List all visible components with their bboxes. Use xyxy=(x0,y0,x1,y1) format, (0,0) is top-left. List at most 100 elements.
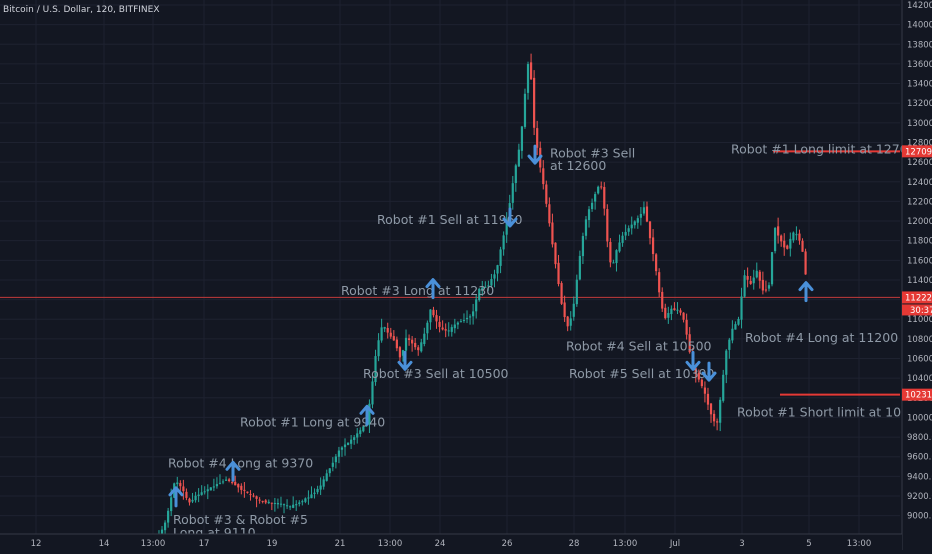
candle-body xyxy=(575,279,578,305)
candle-body xyxy=(536,128,539,148)
candle-body xyxy=(499,249,502,266)
candle-body xyxy=(560,283,563,304)
candle-body xyxy=(218,482,222,484)
candle-137 xyxy=(548,197,551,227)
candle-42 xyxy=(258,497,261,504)
y-tick-label-2: 9200.0 xyxy=(907,492,932,502)
candle-body xyxy=(545,184,548,204)
candle-143 xyxy=(566,315,569,332)
candle-29 xyxy=(218,474,222,485)
candle-body xyxy=(310,494,313,499)
x-tick-label-3: 17 xyxy=(199,539,210,549)
candle-body xyxy=(356,433,359,438)
candle-body xyxy=(170,497,173,512)
candle-53 xyxy=(292,496,295,509)
price-badge-label: 11222.0 xyxy=(905,293,932,303)
candle-38 xyxy=(246,491,249,494)
candle-80 xyxy=(374,349,377,386)
candle-102 xyxy=(441,320,444,331)
price-badge-1: 11222.0 xyxy=(902,291,932,304)
candle-174 xyxy=(661,287,664,312)
candle-151 xyxy=(590,198,594,212)
arrow-shape xyxy=(425,278,441,300)
candle-63 xyxy=(322,476,325,490)
candle-158 xyxy=(612,259,615,264)
candle-body xyxy=(630,224,633,229)
sell-arrow-icon-6 xyxy=(527,144,543,165)
candle-139 xyxy=(554,242,557,269)
candle-body xyxy=(313,492,316,494)
long-arrow-icon-9 xyxy=(798,281,814,303)
candle-64 xyxy=(325,469,328,482)
candle-142 xyxy=(563,295,566,322)
candle-body xyxy=(276,502,280,505)
annotation-9: Robot #4 Sell at 10500 xyxy=(566,339,712,354)
candle-body xyxy=(688,334,691,353)
arrow-layer xyxy=(168,144,814,508)
candle-body xyxy=(435,315,438,322)
candle-73 xyxy=(353,435,356,445)
candle-body xyxy=(551,222,554,245)
candle-150 xyxy=(587,206,591,228)
candle-118 xyxy=(490,273,493,288)
candle-135 xyxy=(542,160,545,190)
candle-114 xyxy=(478,287,481,302)
candle-body xyxy=(694,368,697,375)
candle-89 xyxy=(401,349,405,362)
candle-101 xyxy=(438,315,441,333)
candle-body xyxy=(783,240,786,248)
arrow-shape xyxy=(359,404,375,426)
candle-body xyxy=(228,479,231,482)
candle-44 xyxy=(264,499,267,505)
arrow-shape xyxy=(397,350,413,371)
candle-body xyxy=(401,350,405,356)
candle-106 xyxy=(453,318,456,334)
annotation-12: Robot #1 Long limit at 12700 xyxy=(731,141,916,156)
countdown-badge-bg xyxy=(902,304,932,316)
candle-body xyxy=(706,393,710,405)
candle-body xyxy=(212,486,215,488)
candle-body xyxy=(642,207,646,214)
arrow-shape xyxy=(502,207,518,228)
candle-body xyxy=(453,324,456,329)
candle-body xyxy=(331,462,334,467)
candle-body xyxy=(612,262,615,264)
candle-126 xyxy=(514,163,517,192)
candle-211 xyxy=(773,226,777,254)
candle-189 xyxy=(706,387,710,411)
candle-body xyxy=(542,168,545,185)
candle-body xyxy=(664,307,667,319)
candle-body xyxy=(249,493,252,495)
candle-body xyxy=(731,328,734,341)
candle-159 xyxy=(615,249,618,272)
y-tick-label-26: 14000.0 xyxy=(907,21,932,31)
candle-body xyxy=(221,481,225,483)
candle-body xyxy=(505,220,508,235)
candle-203 xyxy=(749,275,752,285)
time-axis-background xyxy=(0,534,902,550)
candle-body xyxy=(493,274,496,279)
candle-141 xyxy=(560,281,563,306)
candle-body xyxy=(581,236,585,257)
candle-162 xyxy=(624,224,627,241)
candle-54 xyxy=(295,500,298,511)
candle-body xyxy=(456,322,459,325)
candle-body xyxy=(319,485,322,490)
candle-120 xyxy=(496,264,499,282)
candle-88 xyxy=(398,346,402,363)
candle-108 xyxy=(459,318,463,323)
candle-body xyxy=(398,347,402,358)
candle-body xyxy=(316,488,319,493)
candle-183 xyxy=(688,327,691,354)
candle-body xyxy=(590,202,594,210)
arrow-shape xyxy=(701,361,717,382)
candle-body xyxy=(420,342,423,352)
candle-body xyxy=(600,186,603,188)
candle-body xyxy=(679,310,682,313)
candle-body xyxy=(777,226,780,236)
annotation-6: Robot #1 Sell at 11960 xyxy=(377,212,523,227)
y-tick-label-25: 13800.0 xyxy=(907,40,932,50)
